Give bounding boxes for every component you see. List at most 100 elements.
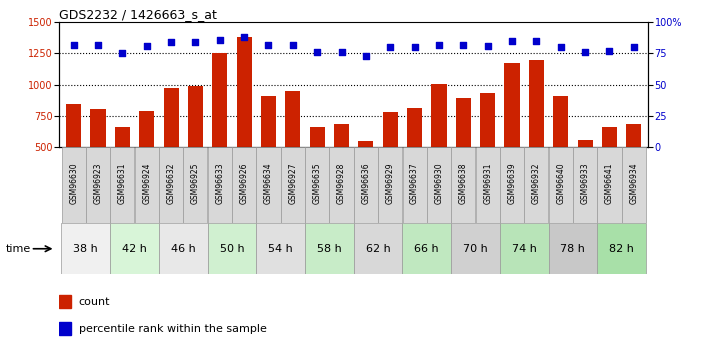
Text: GSM96931: GSM96931 [483, 162, 492, 204]
Bar [432, 84, 447, 209]
Bar [110, 147, 134, 223]
Bar [549, 223, 597, 274]
Text: GSM96634: GSM96634 [264, 162, 273, 204]
Bar [427, 147, 451, 223]
Bar [208, 223, 256, 274]
Point [628, 45, 639, 50]
Point [92, 42, 104, 48]
Text: GSM96640: GSM96640 [556, 162, 565, 204]
Bar [383, 112, 398, 209]
Bar [164, 88, 178, 209]
Bar [451, 147, 476, 223]
Point [190, 40, 201, 45]
Text: 78 h: 78 h [560, 244, 585, 254]
Bar [334, 124, 349, 209]
Text: count: count [79, 297, 110, 307]
Text: 54 h: 54 h [268, 244, 293, 254]
Bar [208, 147, 232, 223]
Bar [134, 147, 159, 223]
Bar [626, 124, 641, 209]
Bar [159, 223, 208, 274]
Text: 46 h: 46 h [171, 244, 196, 254]
Bar [553, 96, 568, 209]
Point [555, 45, 567, 50]
Bar [573, 147, 597, 223]
Text: GSM96928: GSM96928 [337, 163, 346, 204]
Bar [402, 223, 451, 274]
Point [530, 38, 542, 44]
Bar [524, 147, 548, 223]
Bar [110, 223, 159, 274]
Bar [256, 223, 305, 274]
Point [311, 49, 323, 55]
Point [409, 45, 420, 50]
Point [68, 42, 80, 48]
Text: 74 h: 74 h [512, 244, 537, 254]
Text: 82 h: 82 h [609, 244, 634, 254]
Bar [549, 147, 573, 223]
Text: GSM96639: GSM96639 [508, 162, 516, 204]
Point [458, 42, 469, 48]
Bar [139, 111, 154, 209]
Text: GSM96641: GSM96641 [605, 162, 614, 204]
Point [433, 42, 444, 48]
Bar [309, 127, 325, 209]
Point [263, 42, 274, 48]
Text: 50 h: 50 h [220, 244, 245, 254]
Text: time: time [6, 244, 31, 254]
Bar [597, 223, 646, 274]
Bar [621, 147, 646, 223]
Bar [212, 53, 228, 209]
Text: GSM96631: GSM96631 [118, 162, 127, 204]
Bar [281, 147, 305, 223]
Bar [59, 295, 71, 307]
Bar [90, 109, 105, 209]
Text: GSM96924: GSM96924 [142, 162, 151, 204]
Bar [358, 141, 373, 209]
Bar [354, 147, 378, 223]
Point [385, 45, 396, 50]
Bar [505, 63, 520, 209]
Bar [305, 223, 353, 274]
Text: GDS2232 / 1426663_s_at: GDS2232 / 1426663_s_at [59, 8, 217, 21]
Bar [476, 147, 500, 223]
Text: 42 h: 42 h [122, 244, 147, 254]
Bar [183, 147, 208, 223]
Point [482, 43, 493, 49]
Text: GSM96635: GSM96635 [313, 162, 321, 204]
Text: GSM96633: GSM96633 [215, 162, 224, 204]
Text: 58 h: 58 h [317, 244, 342, 254]
Text: GSM96927: GSM96927 [289, 162, 297, 204]
Bar [62, 147, 86, 223]
Bar [500, 223, 549, 274]
Text: 38 h: 38 h [73, 244, 98, 254]
Text: GSM96632: GSM96632 [166, 162, 176, 204]
Bar [378, 147, 402, 223]
Point [166, 40, 177, 45]
Text: GSM96929: GSM96929 [386, 162, 395, 204]
Text: 62 h: 62 h [365, 244, 390, 254]
Point [141, 43, 152, 49]
Bar [529, 60, 544, 209]
Bar [407, 108, 422, 209]
Text: GSM96934: GSM96934 [629, 162, 638, 204]
Bar [114, 127, 130, 209]
Text: GSM96637: GSM96637 [410, 162, 419, 204]
Bar [402, 147, 427, 223]
Bar [597, 147, 621, 223]
Bar [188, 86, 203, 209]
Point [287, 42, 299, 48]
Bar [500, 147, 524, 223]
Text: GSM96636: GSM96636 [361, 162, 370, 204]
Bar [285, 91, 300, 209]
Text: GSM96933: GSM96933 [581, 162, 589, 204]
Point [604, 48, 615, 54]
Text: 66 h: 66 h [415, 244, 439, 254]
Point [238, 34, 250, 40]
Bar [602, 127, 617, 209]
Bar [329, 147, 353, 223]
Point [579, 49, 591, 55]
Point [336, 49, 347, 55]
Bar [577, 140, 593, 209]
Text: GSM96630: GSM96630 [69, 162, 78, 204]
